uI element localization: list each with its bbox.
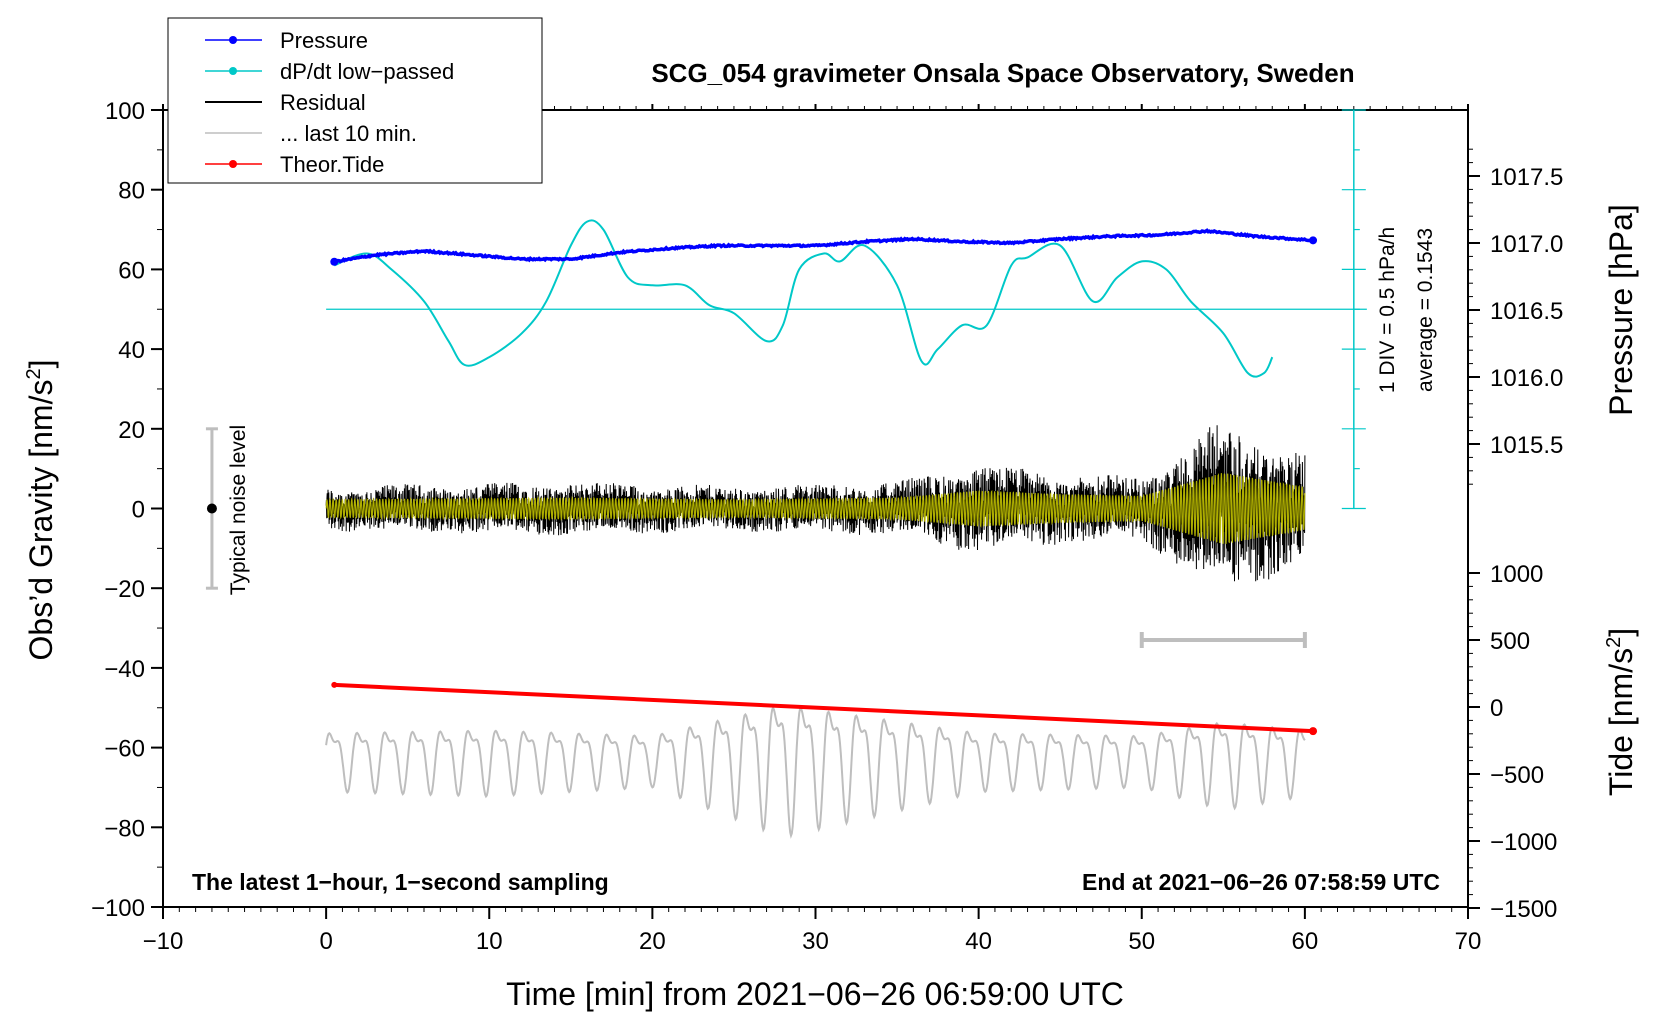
legend-marker — [229, 160, 237, 168]
legend-label: Pressure — [280, 28, 368, 53]
x-tick-label: 10 — [476, 928, 503, 955]
legend-label: Theor.Tide — [280, 152, 384, 177]
series-last-10-min — [325, 706, 1306, 839]
tide-tick-label: 0 — [1490, 695, 1503, 722]
y-tick-label: 100 — [105, 98, 145, 125]
chart-title: SCG_054 gravimeter Onsala Space Observat… — [651, 58, 1354, 88]
y-tick-label: −60 — [104, 736, 145, 763]
legend-label: dP/dt low−passed — [280, 59, 454, 84]
x-tick-label: 60 — [1292, 928, 1319, 955]
series-theor-tide — [334, 682, 1314, 734]
x-tick-label: −10 — [143, 928, 184, 955]
noise-label: Typical noise level — [227, 425, 250, 595]
tide-tick-label: 500 — [1490, 628, 1530, 655]
pressure-start-marker — [330, 257, 339, 266]
tide-end-marker — [1309, 727, 1318, 736]
legend-box — [167, 17, 543, 184]
x-tick-label: 20 — [639, 928, 666, 955]
y-tick-label: −20 — [104, 576, 145, 603]
pressure-tick-label: 1017.5 — [1490, 164, 1563, 191]
average-label: average = 0.1543 — [1414, 228, 1437, 392]
y-axis-label-left: Obs’d Gravity [nm/s2] — [23, 360, 59, 661]
series-filtered-residual — [325, 473, 1306, 544]
footer-left: The latest 1−hour, 1−second sampling — [192, 869, 609, 895]
series-pressure — [334, 228, 1313, 264]
legend: Pressure dP/dt low−passed Residual ... last… — [167, 17, 543, 184]
y-tick-label: −100 — [91, 895, 145, 922]
series-layer — [205, 109, 1367, 839]
legend-label: ... last 10 min. — [280, 121, 417, 146]
x-tick-label: 40 — [965, 928, 992, 955]
axis-ticks: −10 0 10 20 30 40 50 60 70100806040200−20−40−60−… — [91, 98, 1563, 955]
div-label: 1 DIV = 0.5 hPa/h — [1376, 227, 1399, 393]
series-dpdt — [333, 219, 1274, 378]
y-tick-label: 60 — [118, 257, 145, 284]
pressure-tick-label: 1016.5 — [1490, 298, 1563, 325]
x-tick-label: 0 — [319, 928, 332, 955]
pressure-tick-label: 1015.5 — [1490, 432, 1563, 459]
tide-tick-label: 1000 — [1490, 561, 1543, 588]
y-axis-label-tide: Tide [nm/s2] — [1603, 628, 1639, 796]
tide-tick-label: −1000 — [1490, 829, 1557, 856]
y-tick-label: 20 — [118, 417, 145, 444]
pressure-tick-label: 1016.0 — [1490, 365, 1563, 392]
y-tick-label: 80 — [118, 178, 145, 205]
tide-tick-label: −500 — [1490, 762, 1544, 789]
footer-right: End at 2021−06−26 07:58:59 UTC — [1082, 869, 1440, 895]
legend-marker — [229, 36, 237, 44]
y-tick-label: 40 — [118, 337, 145, 364]
x-tick-label: 30 — [802, 928, 829, 955]
pressure-end-marker — [1309, 236, 1318, 245]
y-tick-label: 0 — [132, 497, 145, 524]
noise-bar-center — [206, 503, 217, 514]
legend-marker — [229, 67, 237, 75]
tide-tick-label: −1500 — [1490, 896, 1557, 923]
y-tick-label: −80 — [104, 815, 145, 842]
x-tick-label: 70 — [1455, 928, 1482, 955]
y-axis-label-pressure: Pressure [hPa] — [1603, 204, 1639, 416]
x-axis-label: Time [min] from 2021−06−26 06:59:00 UTC — [506, 976, 1124, 1012]
legend-label: Residual — [280, 90, 366, 115]
tide-start-marker — [331, 681, 338, 688]
pressure-tick-label: 1017.0 — [1490, 231, 1563, 258]
y-tick-label: −40 — [104, 656, 145, 683]
x-tick-label: 50 — [1128, 928, 1155, 955]
